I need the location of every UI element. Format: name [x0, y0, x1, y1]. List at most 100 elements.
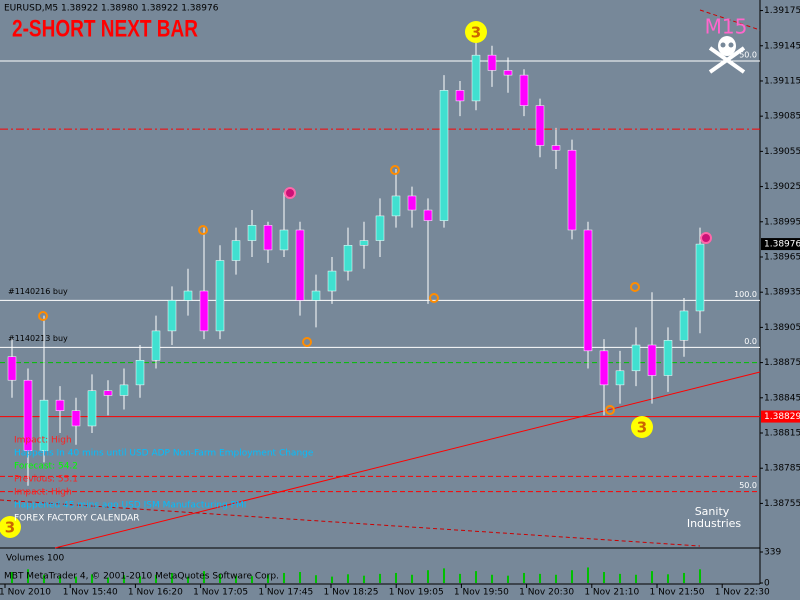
timeframe-badge: M15: [705, 15, 748, 39]
candle-body: [663, 340, 673, 376]
candle-body: [695, 243, 705, 312]
candle-body: [39, 399, 49, 451]
candle-body: [343, 245, 353, 272]
x-tick-label: 1 Nov 16:20: [128, 588, 183, 598]
signal-dot: [605, 405, 615, 415]
signal-badge: 3: [637, 419, 647, 437]
candle-body: [583, 229, 593, 352]
candle-body: [391, 195, 401, 217]
candle-body: [487, 54, 497, 71]
candle-body: [23, 379, 33, 451]
signal-dot: [429, 293, 439, 303]
candle-body: [631, 344, 641, 372]
signal-dot: [302, 337, 312, 347]
candle-body: [615, 370, 625, 386]
logo-line: Sanity: [695, 505, 730, 518]
candle-body: [439, 90, 449, 221]
trend-line-dashed: [0, 499, 701, 547]
candle-body: [455, 90, 465, 102]
y-tick-label: 1.39145: [764, 41, 800, 51]
badge-circle: [465, 21, 487, 43]
x-tick-label: 1 Nov 22:30: [715, 588, 770, 598]
candle-body: [407, 195, 417, 211]
x-tick-label: 1 Nov 17:45: [258, 588, 313, 598]
candle-body: [55, 399, 65, 411]
y-tick-label: 1.38995: [764, 217, 800, 227]
order-label: #1140213 buy: [8, 334, 68, 343]
y-tick-label: 1.38875: [764, 358, 800, 368]
x-tick-label: 1 Nov 20:30: [519, 588, 574, 598]
candle-body: [471, 54, 481, 102]
trend-line-dashed: [699, 9, 761, 31]
skull: [718, 36, 736, 56]
signal-dot: [390, 165, 400, 175]
y-tick-label: 1.38755: [764, 499, 800, 509]
x-tick-label: 1 Nov 18:25: [324, 588, 379, 598]
price-tag-label: 1.38829: [764, 412, 800, 422]
candle-body: [295, 229, 305, 301]
y-tick-label: 1.39115: [764, 76, 800, 86]
signal-text: 2-SHORT NEXT BAR: [12, 15, 198, 42]
candle-body: [375, 215, 385, 241]
footer: MBT MetaTrader 4, © 2001-2010 MetaQuotes…: [4, 572, 279, 582]
eye: [720, 42, 726, 48]
signal-dots: [38, 165, 712, 415]
candle-body: [423, 209, 433, 221]
y-tick-label: 1.38815: [764, 429, 800, 439]
candle-body: [215, 260, 225, 332]
candle-body: [151, 330, 161, 361]
level-label: 50.0: [739, 481, 757, 490]
candle-body: [87, 390, 97, 427]
x-tick-label: 1 Nov 19:50: [454, 588, 509, 598]
x-tick-label: 1 Nov 15:40: [63, 588, 118, 598]
bone: [708, 46, 746, 74]
candle-body: [279, 229, 289, 251]
candle-body: [567, 149, 577, 231]
news-line: Impact: High: [14, 488, 72, 498]
x-tick-label: 1 Nov 2010: [0, 588, 51, 598]
price-tag: [761, 238, 800, 251]
y-tick-label: 1.38965: [764, 252, 800, 262]
volumes: Volumes 100 339 0: [6, 548, 781, 589]
news-line: Impact: High: [14, 436, 72, 446]
candle-body: [103, 390, 113, 396]
level-label: 0.0: [744, 337, 757, 346]
candle-body: [519, 74, 529, 106]
candle-body: [183, 290, 193, 301]
candle-body: [359, 240, 369, 246]
candle-body: [167, 300, 177, 332]
candle-body: [7, 356, 17, 381]
news-line: Forecast: 54.2: [14, 462, 78, 472]
x-tick-label: 1 Nov 17:05: [193, 588, 248, 598]
news-line: Previous: 55.1: [14, 475, 78, 485]
price-tag: [761, 410, 800, 423]
signal-dot: [284, 187, 296, 199]
candle-body: [551, 145, 561, 151]
price-tag-label: 1.38976: [764, 240, 800, 250]
candle-body: [199, 290, 209, 332]
eye: [728, 42, 734, 48]
y-tick-label: 1.39175: [764, 6, 800, 16]
news-line: Happens In 40 mins until USD ADP Non-Far…: [14, 449, 314, 459]
candle-body: [135, 359, 145, 386]
candle-body: [311, 290, 321, 301]
candle-body: [647, 344, 657, 376]
order-label: #1140216 buy: [8, 287, 68, 296]
signal-badge: 3: [471, 24, 481, 42]
y-tick-label: 1.39025: [764, 182, 800, 192]
x-tick-label: 1 Nov 19:05: [389, 588, 444, 598]
candle-body: [535, 105, 545, 146]
candles: [7, 34, 705, 486]
y-tick-label: 1.38905: [764, 323, 800, 333]
candle-body: [599, 350, 609, 386]
volume-tick-label: 339: [764, 548, 781, 558]
candle-body: [247, 225, 257, 241]
signal-dot: [700, 232, 712, 244]
signal-dot: [198, 225, 208, 235]
y-tick-label: 1.38845: [764, 393, 800, 403]
y-tick-label: 1.39085: [764, 112, 800, 122]
signal-dot: [38, 311, 48, 321]
signal-badge: 3: [5, 519, 15, 537]
